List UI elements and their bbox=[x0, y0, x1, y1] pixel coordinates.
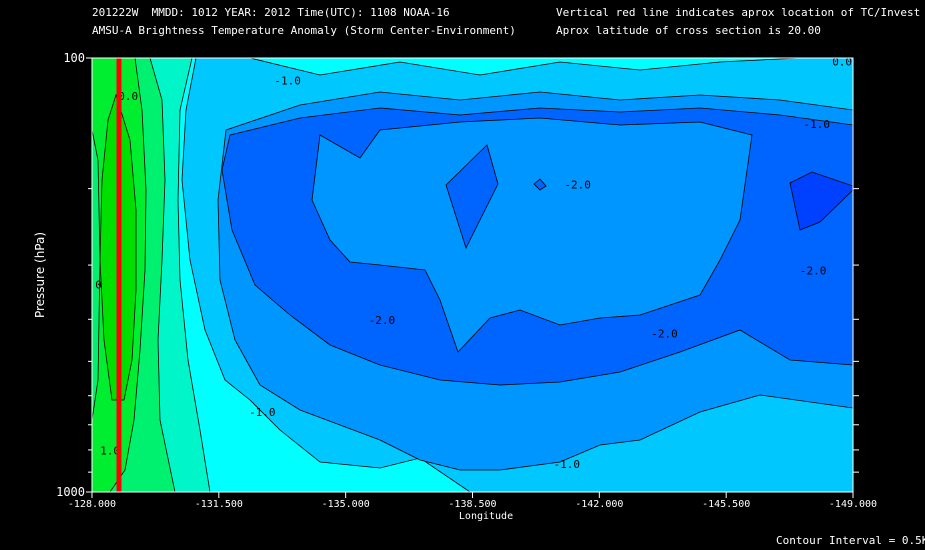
y-axis-label: Pressure (hPa) bbox=[33, 232, 47, 318]
contour-label: -1.0 bbox=[249, 406, 276, 419]
contour-label: -2.0 bbox=[800, 264, 827, 277]
x-axis: -128.000 -131.500 -135.000 -138.500 -142.000… bbox=[68, 492, 877, 510]
y-axis: 100 1000 bbox=[56, 51, 92, 499]
contour-label: 0.0 bbox=[832, 55, 852, 68]
x-tick-label: -138.500 bbox=[448, 499, 496, 510]
contour-labels: 0.0 -1.0 0.0 -1.0 -1.0 -2.0 -2.0 1.0 -2.0 -2.0 -1.… bbox=[57, 55, 852, 471]
header-line1-right: Vertical red line indicates aprox locati… bbox=[556, 6, 921, 19]
inner-neg20-region bbox=[311, 117, 753, 353]
edge-strip bbox=[92, 129, 101, 421]
header-line2-right: Aprox latitude of cross section is 20.00 bbox=[556, 24, 821, 37]
contour-label: -1.0 bbox=[274, 74, 301, 87]
pocket-neg30 bbox=[789, 171, 853, 231]
x-tick-label: -128.000 bbox=[68, 499, 116, 510]
contour-label: -2.0 bbox=[564, 179, 591, 192]
contour-label: -2.0 bbox=[369, 314, 396, 327]
x-axis-label: Longitude bbox=[459, 511, 513, 522]
header-line2-left: AMSU-A Brightness Temperature Anomaly (S… bbox=[92, 24, 516, 37]
x-tick-label: -135.000 bbox=[322, 499, 370, 510]
pocket-neg25-b bbox=[533, 178, 547, 191]
y-tick-label: 1000 bbox=[56, 485, 85, 499]
contour-label: -1.0 bbox=[553, 458, 580, 471]
x-tick-label: -131.500 bbox=[195, 499, 243, 510]
pocket-neg25-a bbox=[445, 144, 499, 250]
x-tick-label: -142.000 bbox=[575, 499, 623, 510]
contour-label: -1.0 bbox=[57, 174, 84, 187]
contour-label: 0.0 bbox=[118, 90, 138, 103]
y-tick-label: 100 bbox=[63, 51, 85, 65]
contour-fill bbox=[92, 58, 853, 492]
header-line1-left: 201222W MMDD: 1012 YEAR: 2012 Time(UTC):… bbox=[92, 6, 450, 19]
y-minor-ticks bbox=[88, 188, 859, 473]
contour-label: -1.0 bbox=[804, 118, 831, 131]
contour-label: -2.0 bbox=[651, 327, 678, 340]
x-tick-label: -145.500 bbox=[702, 499, 750, 510]
contour-interval: Contour Interval = 0.5K bbox=[776, 534, 925, 547]
x-tick-label: -149.000 bbox=[829, 499, 877, 510]
contour-label: 1.0 bbox=[100, 445, 120, 458]
